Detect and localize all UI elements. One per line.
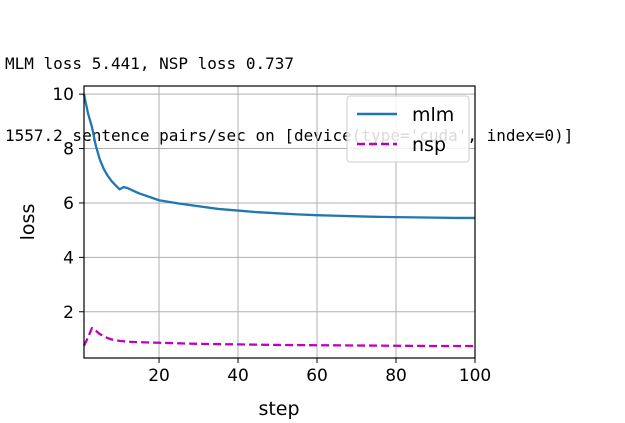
x-tick-label: 100: [459, 366, 491, 386]
x-tick-label: 20: [148, 366, 170, 386]
y-tick-label: 10: [52, 85, 74, 105]
y-tick-label: 2: [63, 303, 74, 323]
x-tick-label: 40: [227, 366, 249, 386]
series-layer: [82, 93, 475, 348]
legend-label-nsp: nsp: [412, 134, 446, 156]
y-axis-label: loss: [17, 204, 39, 241]
plot-frame: [83, 85, 476, 359]
loss-summary-line: MLM loss 5.441, NSP loss 0.737: [5, 54, 294, 73]
x-tick-label: 80: [385, 366, 407, 386]
series-line-nsp: [82, 326, 475, 348]
tick-layer: 20 40 60 80 100 2 4 6 8 10: [52, 85, 491, 386]
series-line-mlm: [82, 93, 475, 220]
x-axis-label: step: [258, 398, 299, 420]
y-tick-label: 8: [63, 140, 74, 160]
legend: mlm nsp: [346, 95, 470, 163]
legend-box: [346, 95, 470, 163]
x-tick-label: 60: [306, 366, 328, 386]
legend-label-mlm: mlm: [412, 104, 454, 126]
y-tick-label: 6: [63, 194, 74, 214]
y-tick-label: 4: [63, 248, 74, 268]
